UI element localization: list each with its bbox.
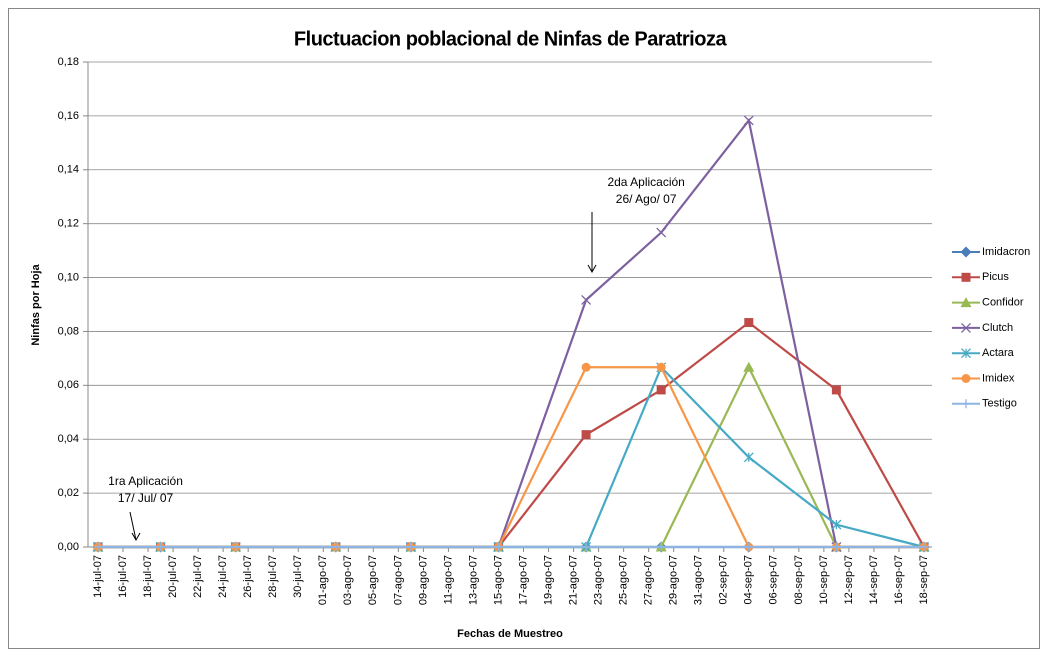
x-tick-label: 11-ago-07 bbox=[442, 555, 454, 604]
annotation-text: 2da Aplicación bbox=[607, 175, 684, 189]
marker bbox=[656, 227, 667, 238]
x-tick-label: 14-sep-07 bbox=[868, 555, 880, 605]
marker bbox=[743, 115, 754, 126]
legend-marker bbox=[961, 322, 971, 333]
marker bbox=[919, 542, 929, 552]
marker bbox=[493, 542, 503, 552]
marker bbox=[581, 362, 591, 372]
marker bbox=[581, 542, 591, 552]
y-axis-label: Ninfas por Hoja bbox=[30, 263, 42, 345]
marker bbox=[231, 542, 241, 552]
x-tick-label: 16-jul-07 bbox=[117, 555, 129, 598]
y-tick-label: 0,08 bbox=[58, 325, 79, 337]
x-tick-label: 17-ago-07 bbox=[517, 555, 529, 605]
legend-label: Picus bbox=[982, 271, 1009, 283]
marker bbox=[331, 542, 341, 552]
x-tick-label: 16-sep-07 bbox=[893, 555, 905, 605]
legend-label: Imidex bbox=[982, 372, 1015, 384]
annotation-text: 17/ Jul/ 07 bbox=[118, 491, 174, 505]
x-tick-label: 01-ago-07 bbox=[317, 555, 329, 605]
x-tick-label: 06-sep-07 bbox=[768, 555, 780, 605]
legend-marker bbox=[960, 246, 972, 258]
y-tick-label: 0,12 bbox=[58, 218, 79, 230]
x-tick-label: 08-sep-07 bbox=[793, 555, 805, 605]
series-line bbox=[98, 117, 924, 549]
marker bbox=[656, 362, 666, 372]
x-tick-label: 18-jul-07 bbox=[142, 555, 154, 598]
marker bbox=[744, 542, 754, 552]
x-tick-label: 02-sep-07 bbox=[718, 555, 730, 605]
y-tick-label: 0,18 bbox=[58, 56, 79, 68]
marker bbox=[581, 294, 592, 305]
chart-title: Fluctuacion poblacional de Ninfas de Par… bbox=[294, 28, 728, 50]
x-tick-label: 29-ago-07 bbox=[668, 555, 680, 605]
marker bbox=[831, 519, 842, 530]
y-tick-label: 0,14 bbox=[58, 164, 79, 176]
x-tick-label: 22-jul-07 bbox=[192, 555, 204, 598]
legend-label: Actara bbox=[982, 347, 1015, 359]
y-tick-label: 0,02 bbox=[58, 487, 79, 499]
x-tick-label: 04-sep-07 bbox=[743, 555, 755, 605]
x-tick-label: 30-jul-07 bbox=[292, 555, 304, 598]
x-tick-label: 31-ago-07 bbox=[693, 555, 705, 605]
annotation-arrowhead bbox=[587, 264, 597, 274]
legend-marker bbox=[961, 399, 971, 409]
x-tick-label: 12-sep-07 bbox=[843, 555, 855, 605]
marker bbox=[93, 542, 103, 552]
legend-label: Confidor bbox=[982, 297, 1024, 309]
marker bbox=[406, 542, 416, 552]
x-tick-label: 26-jul-07 bbox=[242, 555, 254, 598]
x-tick-label: 18-sep-07 bbox=[918, 555, 930, 605]
x-tick-label: 27-ago-07 bbox=[643, 555, 655, 605]
legend-label: Clutch bbox=[982, 322, 1013, 334]
marker bbox=[744, 318, 754, 328]
marker bbox=[831, 385, 841, 395]
marker bbox=[656, 542, 666, 552]
series-line bbox=[98, 366, 924, 549]
annotation-arrow bbox=[129, 511, 137, 541]
x-tick-label: 24-jul-07 bbox=[217, 555, 229, 598]
x-tick-label: 13-ago-07 bbox=[467, 555, 479, 605]
y-tick-label: 0,04 bbox=[58, 433, 79, 445]
x-tick-label: 21-ago-07 bbox=[567, 555, 579, 605]
x-tick-label: 14-jul-07 bbox=[92, 555, 104, 598]
marker bbox=[831, 542, 841, 552]
marker bbox=[743, 452, 754, 463]
x-tick-label: 20-jul-07 bbox=[167, 555, 179, 598]
y-tick-label: 0,16 bbox=[58, 110, 79, 122]
x-tick-label: 25-ago-07 bbox=[618, 555, 630, 605]
x-tick-label: 09-ago-07 bbox=[417, 555, 429, 605]
legend-label: Testigo bbox=[982, 398, 1017, 410]
marker bbox=[656, 385, 666, 395]
annotation-text: 1ra Aplicación bbox=[108, 474, 183, 488]
legend-label: Imidacron bbox=[982, 246, 1030, 258]
y-tick-label: 0,00 bbox=[58, 541, 79, 553]
annotation-text: 26/ Ago/ 07 bbox=[616, 192, 677, 206]
x-tick-label: 03-ago-07 bbox=[342, 555, 354, 605]
x-tick-label: 10-sep-07 bbox=[818, 555, 830, 605]
annotation-arrowhead bbox=[131, 532, 141, 542]
y-tick-label: 0,06 bbox=[58, 379, 79, 391]
chart-border bbox=[8, 8, 1040, 649]
x-tick-label: 07-ago-07 bbox=[392, 555, 404, 605]
legend-marker bbox=[960, 297, 972, 308]
marker bbox=[743, 361, 755, 372]
x-tick-label: 28-jul-07 bbox=[267, 555, 279, 598]
legend-marker bbox=[961, 374, 971, 383]
x-tick-label: 15-ago-07 bbox=[492, 555, 504, 605]
x-tick-label: 05-ago-07 bbox=[367, 555, 379, 605]
x-tick-label: 23-ago-07 bbox=[593, 555, 605, 605]
legend-marker bbox=[961, 272, 971, 282]
x-tick-label: 19-ago-07 bbox=[542, 555, 554, 605]
marker bbox=[156, 542, 166, 552]
legend-marker bbox=[961, 348, 971, 359]
y-tick-label: 0,10 bbox=[58, 271, 79, 283]
marker bbox=[581, 430, 591, 440]
x-axis-label: Fechas de Muestreo bbox=[457, 628, 563, 640]
